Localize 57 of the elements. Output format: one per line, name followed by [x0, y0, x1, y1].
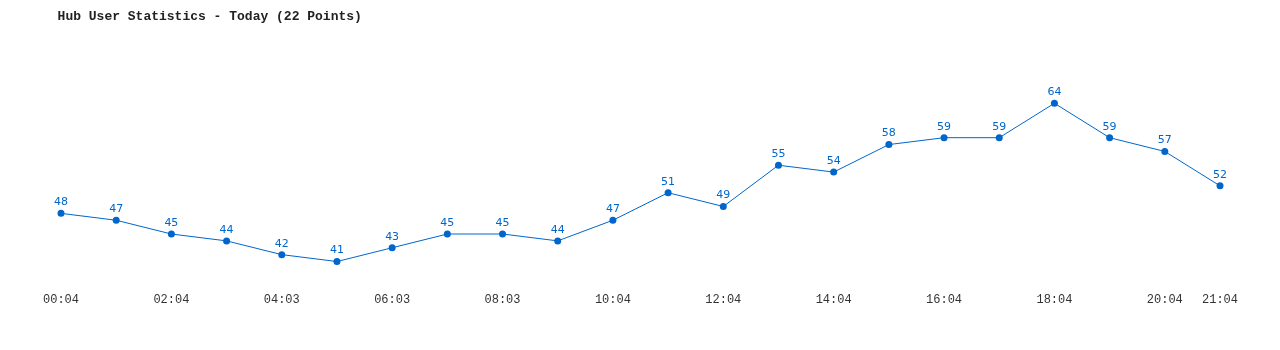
data-label: 45 [440, 215, 455, 229]
x-tick-label: 04:03 [263, 293, 300, 307]
x-tick-label: 10:04 [594, 293, 631, 307]
point [1106, 134, 1114, 142]
x-tick-label: 16:04 [926, 293, 963, 307]
data-label: 64 [1047, 85, 1062, 99]
point [388, 244, 396, 252]
x-tick-label: 06:03 [374, 293, 411, 307]
data-label: 41 [329, 243, 344, 257]
data-label: 48 [54, 195, 68, 209]
point [1050, 99, 1058, 107]
point [223, 237, 231, 245]
data-label: 59 [992, 119, 1007, 133]
point [885, 141, 893, 149]
point [443, 230, 451, 238]
data-label: 43 [385, 229, 400, 243]
point [1161, 147, 1169, 155]
x-tick-label: 21:04 [1201, 293, 1239, 307]
x-tick-label: 08:03 [484, 293, 521, 307]
point [830, 168, 838, 176]
x-tick-label: 02:04 [153, 293, 190, 307]
point [664, 189, 672, 197]
data-label: 45 [164, 215, 179, 229]
data-label: 44 [550, 222, 565, 236]
x-tick-label: 20:04 [1146, 293, 1183, 307]
point [499, 230, 507, 238]
point [995, 134, 1003, 142]
point [278, 251, 286, 259]
data-label: 58 [881, 126, 896, 140]
x-tick-label: 00:04 [42, 293, 80, 307]
point [333, 258, 341, 266]
data-label: 47 [109, 202, 124, 216]
data-label: 42 [274, 236, 289, 250]
data-label: 59 [937, 119, 952, 133]
data-label: 57 [1157, 133, 1172, 147]
chart-title: Hub User Statistics - Today (22 Points) [57, 8, 362, 24]
data-label: 59 [1102, 119, 1117, 133]
x-tick-label: 12:04 [705, 293, 742, 307]
point [112, 216, 120, 224]
data-label: 45 [495, 215, 510, 229]
point [57, 209, 65, 217]
data-label: 54 [826, 153, 841, 167]
point [719, 202, 727, 210]
point [167, 230, 175, 238]
data-label: 51 [661, 174, 676, 188]
data-label: 44 [219, 222, 234, 236]
data-label: 55 [771, 147, 786, 161]
point [1216, 182, 1224, 190]
x-tick-label: 14:04 [815, 293, 852, 307]
point [554, 237, 562, 245]
point [940, 134, 948, 142]
point [609, 216, 617, 224]
data-label: 52 [1213, 167, 1227, 181]
x-tick-label: 18:04 [1036, 293, 1073, 307]
data-label: 49 [716, 188, 731, 202]
data-label: 47 [605, 202, 620, 216]
point [774, 161, 782, 169]
